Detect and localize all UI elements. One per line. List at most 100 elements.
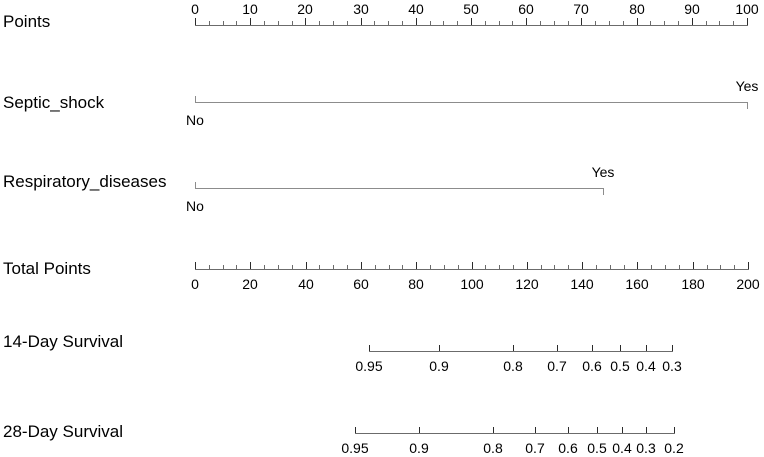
minor-tick-total_points bbox=[375, 265, 376, 269]
major-tick-points bbox=[581, 18, 582, 25]
major-tick-survival_28 bbox=[646, 427, 647, 433]
tick-label-survival_28-8: 0.2 bbox=[664, 440, 684, 456]
major-tick-total_points bbox=[416, 262, 417, 269]
minor-tick-total_points bbox=[665, 265, 666, 269]
minor-tick-total_points bbox=[319, 265, 320, 269]
tick-label-points-7: 70 bbox=[573, 1, 589, 17]
axis-title-points: Points bbox=[3, 12, 51, 31]
tick-label-survival_28-4: 0.6 bbox=[558, 440, 578, 456]
level-label-respiratory_diseases-0: No bbox=[186, 198, 204, 214]
minor-tick-points bbox=[733, 21, 734, 25]
axis-title-survival_28: 28-Day Survival bbox=[3, 422, 123, 441]
tick-label-points-0: 0 bbox=[191, 1, 199, 17]
minor-tick-points bbox=[540, 21, 541, 25]
minor-tick-points bbox=[719, 21, 720, 25]
major-tick-points bbox=[692, 18, 693, 25]
minor-tick-points bbox=[236, 21, 237, 25]
major-tick-survival_14 bbox=[672, 345, 673, 351]
tick-label-total_points-9: 180 bbox=[681, 276, 705, 292]
tick-label-survival_14-3: 0.7 bbox=[547, 358, 567, 374]
tick-label-points-9: 90 bbox=[684, 1, 700, 17]
axis-title-survival_14: 14-Day Survival bbox=[3, 332, 123, 351]
level-label-septic_shock-1: Yes bbox=[735, 78, 759, 94]
minor-tick-points bbox=[388, 21, 389, 25]
major-tick-survival_28 bbox=[597, 427, 598, 433]
major-tick-survival_14 bbox=[369, 345, 370, 351]
end-tick-right-respiratory_diseases bbox=[603, 189, 604, 195]
minor-tick-total_points bbox=[458, 265, 459, 269]
minor-tick-points bbox=[609, 21, 610, 25]
tick-label-survival_14-6: 0.4 bbox=[636, 358, 656, 374]
tick-label-survival_28-7: 0.3 bbox=[636, 440, 656, 456]
minor-tick-points bbox=[319, 21, 320, 25]
major-tick-total_points bbox=[250, 262, 251, 269]
tick-label-survival_14-7: 0.3 bbox=[662, 358, 682, 374]
major-tick-points bbox=[637, 18, 638, 25]
minor-tick-points bbox=[443, 21, 444, 25]
major-tick-survival_14 bbox=[646, 345, 647, 351]
minor-tick-total_points bbox=[707, 265, 708, 269]
minor-tick-total_points bbox=[720, 265, 721, 269]
minor-tick-total_points bbox=[554, 265, 555, 269]
minor-tick-points bbox=[209, 21, 210, 25]
major-tick-total_points bbox=[582, 262, 583, 269]
level-label-septic_shock-0: No bbox=[186, 112, 204, 128]
major-tick-survival_28 bbox=[568, 427, 569, 433]
tick-label-total_points-6: 120 bbox=[515, 276, 539, 292]
axis-title-septic_shock: Septic_shock bbox=[3, 93, 105, 112]
major-tick-survival_14 bbox=[557, 345, 558, 351]
major-tick-total_points bbox=[306, 262, 307, 269]
minor-tick-points bbox=[664, 21, 665, 25]
tick-label-survival_28-3: 0.7 bbox=[525, 440, 545, 456]
major-tick-points bbox=[250, 18, 251, 25]
minor-tick-total_points bbox=[333, 265, 334, 269]
major-tick-total_points bbox=[472, 262, 473, 269]
minor-tick-total_points bbox=[568, 265, 569, 269]
tick-label-total_points-7: 140 bbox=[570, 276, 594, 292]
major-tick-points bbox=[416, 18, 417, 25]
major-tick-survival_14 bbox=[439, 345, 440, 351]
tick-label-points-6: 60 bbox=[518, 1, 534, 17]
minor-tick-total_points bbox=[347, 265, 348, 269]
minor-tick-total_points bbox=[513, 265, 514, 269]
minor-tick-points bbox=[706, 21, 707, 25]
end-tick-left-septic_shock bbox=[195, 96, 196, 102]
minor-tick-total_points bbox=[624, 265, 625, 269]
end-tick-right-septic_shock bbox=[747, 103, 748, 109]
tick-label-total_points-4: 80 bbox=[408, 276, 424, 292]
major-tick-total_points bbox=[195, 262, 196, 269]
tick-label-total_points-8: 160 bbox=[625, 276, 649, 292]
minor-tick-points bbox=[512, 21, 513, 25]
minor-tick-points bbox=[554, 21, 555, 25]
axis-title-total_points: Total Points bbox=[3, 259, 91, 278]
tick-label-total_points-3: 60 bbox=[353, 276, 369, 292]
minor-tick-total_points bbox=[679, 265, 680, 269]
tick-label-points-3: 30 bbox=[353, 1, 369, 17]
major-tick-points bbox=[305, 18, 306, 25]
major-tick-total_points bbox=[637, 262, 638, 269]
minor-tick-total_points bbox=[430, 265, 431, 269]
minor-tick-total_points bbox=[209, 265, 210, 269]
level-label-respiratory_diseases-1: Yes bbox=[591, 164, 615, 180]
axis-line-total_points bbox=[195, 269, 749, 270]
minor-tick-total_points bbox=[734, 265, 735, 269]
minor-tick-total_points bbox=[596, 265, 597, 269]
minor-tick-points bbox=[650, 21, 651, 25]
major-tick-total_points bbox=[693, 262, 694, 269]
minor-tick-points bbox=[223, 21, 224, 25]
tick-label-survival_28-2: 0.8 bbox=[483, 440, 503, 456]
major-tick-total_points bbox=[748, 262, 749, 269]
minor-tick-total_points bbox=[610, 265, 611, 269]
major-tick-survival_28 bbox=[355, 427, 356, 433]
major-tick-points bbox=[526, 18, 527, 25]
minor-tick-total_points bbox=[389, 265, 390, 269]
tick-label-points-4: 40 bbox=[408, 1, 424, 17]
minor-tick-points bbox=[333, 21, 334, 25]
tick-label-survival_14-5: 0.5 bbox=[610, 358, 630, 374]
minor-tick-total_points bbox=[499, 265, 500, 269]
major-tick-survival_14 bbox=[592, 345, 593, 351]
tick-label-points-10: 100 bbox=[735, 1, 759, 17]
major-tick-survival_28 bbox=[419, 427, 420, 433]
minor-tick-total_points bbox=[223, 265, 224, 269]
axis-line-survival_28 bbox=[355, 433, 675, 434]
